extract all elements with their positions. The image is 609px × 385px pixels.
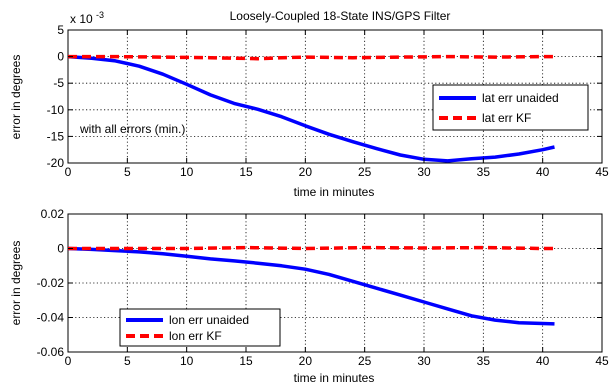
y-tick-label: -5 (53, 76, 64, 90)
x-tick-label: 0 (65, 165, 72, 179)
y-tick-label: 0 (57, 50, 64, 64)
annotation: with all errors (min.) (79, 122, 185, 136)
chart-title: Loosely-Coupled 18-State INS/GPS Filter (230, 9, 451, 23)
y-tick-label: -15 (47, 129, 65, 143)
x-tick-label: 20 (299, 354, 313, 368)
x-axis-label: time in minutes (294, 185, 375, 199)
y-tick-label: -10 (47, 103, 65, 117)
y-multiplier-exponent: -3 (96, 10, 104, 20)
x-tick-label: 5 (124, 165, 131, 179)
x-tick-label: 10 (180, 165, 194, 179)
series-layer (67, 245, 555, 326)
series-line-0 (67, 54, 555, 163)
x-tick-label: 10 (180, 354, 194, 368)
y-multiplier-label: x 10 -3 (70, 10, 104, 26)
x-tick-label: 40 (536, 165, 550, 179)
y-tick-label: 5 (57, 23, 64, 37)
x-tick-label: 45 (595, 165, 609, 179)
top-chart: Loosely-Coupled 18-State INS/GPS Filter … (9, 9, 609, 199)
x-axis-label: time in minutes (294, 371, 375, 385)
y-tick-label: -0.04 (37, 311, 65, 325)
series-line-1 (68, 245, 555, 251)
x-tick-label: 30 (417, 354, 431, 368)
series-layer (67, 54, 555, 163)
legend-label: lat err KF (482, 111, 531, 125)
y-tick-label: -0.06 (37, 345, 65, 359)
legend-label: lat err unaided (482, 91, 559, 105)
x-tick-label: 25 (358, 354, 372, 368)
y-axis-label: error in degrees (9, 55, 23, 140)
x-tick-label: 5 (124, 354, 131, 368)
x-tick-label: 45 (595, 354, 609, 368)
ticks: 0 5 10 15 20 25 30 35 40 45 0.02 0 -0.02 -0.04 -0.06 (37, 207, 609, 368)
y-axis-label: error in degrees (9, 241, 23, 326)
x-tick-label: 35 (477, 354, 491, 368)
y-tick-label: -0.02 (37, 276, 65, 290)
x-tick-label: 15 (239, 354, 253, 368)
y-tick-label: 0 (57, 242, 64, 256)
y-tick-label: 0.02 (41, 207, 65, 221)
x-tick-label: 0 (65, 354, 72, 368)
bottom-chart: 0 5 10 15 20 25 30 35 40 45 0.02 0 -0.02 -0.04 -0.06 t… (9, 207, 609, 385)
x-tick-label: 20 (299, 165, 313, 179)
legend-box (119, 308, 281, 347)
x-tick-label: 25 (358, 165, 372, 179)
x-tick-label: 15 (239, 165, 253, 179)
legend-label: lon err KF (169, 329, 222, 343)
series-line-1 (68, 54, 555, 61)
x-tick-label: 40 (536, 354, 550, 368)
x-tick-label: 35 (477, 165, 491, 179)
legend: lat err unaided lat err KF (432, 84, 589, 131)
x-tick-label: 30 (417, 165, 431, 179)
legend-box (432, 84, 589, 131)
legend-label: lon err unaided (169, 313, 249, 327)
y-tick-label: -20 (47, 156, 65, 170)
legend: lon err unaided lon err KF (119, 308, 281, 347)
y-multiplier-base: x 10 (70, 12, 93, 26)
series-line-0 (67, 246, 555, 326)
